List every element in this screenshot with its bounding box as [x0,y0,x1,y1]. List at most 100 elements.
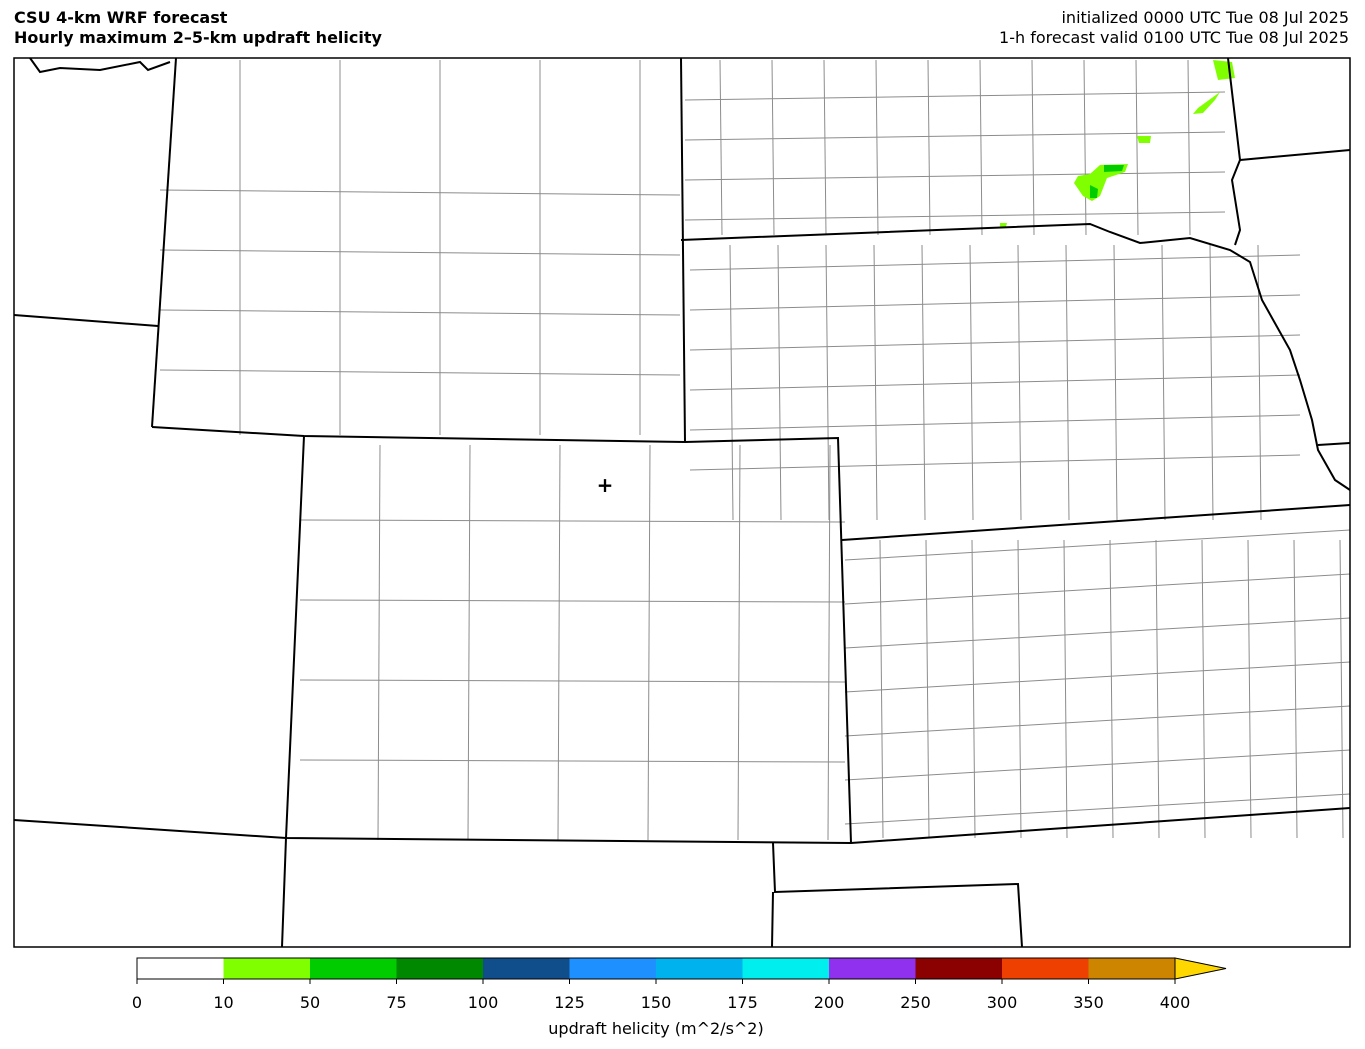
county-line [1209,244,1214,521]
county-line [771,59,775,236]
colorbar-tick-label: 250 [900,993,931,1012]
colorbar-tick-label: 10 [213,993,233,1012]
plus-icon: + [597,473,614,497]
county-line [1187,59,1191,236]
colorbar-tick-label: 150 [641,993,672,1012]
county-line [1065,244,1070,521]
county-line [689,414,1301,431]
map-subtitle: Hourly maximum 2–5-km updraft helicity [14,28,382,47]
county-line [159,369,681,376]
county-line [1017,244,1022,521]
county-line [684,131,1226,141]
colorbar-extend-arrow [1174,957,1227,980]
colorbar-tick-label: 75 [386,993,406,1012]
colorbar-segment [137,958,224,979]
county-line [777,244,782,521]
county-line [159,189,681,196]
colorbar-segment [396,958,484,979]
county-line [925,539,930,839]
county-line [689,334,1301,351]
county-line [1293,539,1298,839]
county-line [1083,59,1087,236]
colorbar-tick-label: 200 [814,993,845,1012]
helicity-swath [1090,185,1098,198]
county-line [1161,244,1166,521]
county-line [825,244,830,521]
county-line [844,749,1351,781]
helicity-swath [1213,60,1235,80]
colorbar-segment [223,958,311,979]
colorbar-tick-label: 100 [468,993,499,1012]
county-line [684,91,1226,101]
county-line [159,249,681,256]
county-line [875,59,879,236]
county-line [719,59,723,236]
init-time: initialized 0000 UTC Tue 08 Jul 2025 [1061,8,1349,27]
county-line [969,244,974,521]
county-line [921,244,926,521]
county-line [979,59,983,236]
county-line [684,171,1226,181]
county-line [689,454,1301,471]
helicity-swath [1193,92,1220,114]
county-line [823,59,827,236]
county-line [467,444,471,841]
colorbar-segment [742,958,830,979]
colorbar-segment [915,958,1003,979]
county-line [844,617,1351,649]
county-line [299,519,846,523]
county-line [689,374,1301,391]
county-line [1063,539,1068,839]
map-frame [13,57,1351,948]
county-line [873,244,878,521]
colorbar-tick-label: 0 [132,993,142,1012]
county-line [1339,539,1344,839]
county-line [844,705,1351,737]
county-line [557,444,561,841]
colorbar-segment [656,958,743,979]
colorbar-tick-label: 400 [1160,993,1191,1012]
county-line [844,529,1351,561]
state-borders [13,57,1351,948]
colorbar-tick-label: 175 [727,993,758,1012]
helicity-swath [1137,136,1151,143]
county-line [844,661,1351,693]
county-line [1031,59,1035,236]
county-line [1109,539,1114,839]
county-line [299,759,846,763]
colorbar-segment [1088,958,1176,979]
colorbar: 0 10 50 75 100 125 150 175 200 250 300 350 400 [132,957,1227,1012]
county-line [1113,244,1118,521]
colorbar-segment [829,958,916,979]
county-line [729,244,734,521]
county-line [689,254,1301,271]
county-line [689,294,1301,311]
county-line [299,599,846,603]
county-line [971,539,976,839]
county-lines [159,59,1351,841]
map-title: CSU 4-km WRF forecast [14,8,228,27]
colorbar-segment [1002,958,1089,979]
helicity-swaths [1000,60,1235,227]
county-line [737,444,741,841]
county-line [1247,539,1252,839]
county-line [844,573,1351,605]
county-line [377,444,381,841]
county-line [927,59,931,236]
county-line [684,211,1226,221]
county-line [299,679,846,683]
colorbar-tick-label: 50 [300,993,320,1012]
county-line [1155,539,1160,839]
helicity-swath [1074,164,1128,201]
colorbar-segment [483,958,570,979]
helicity-swath [1104,165,1124,172]
county-line [647,444,651,841]
colorbar-tick-label: 350 [1073,993,1104,1012]
county-line [159,309,681,316]
county-line [844,793,1351,825]
county-line [1201,539,1206,839]
colorbar-segment [569,958,657,979]
county-line [1017,539,1022,839]
colorbar-segment [310,958,397,979]
